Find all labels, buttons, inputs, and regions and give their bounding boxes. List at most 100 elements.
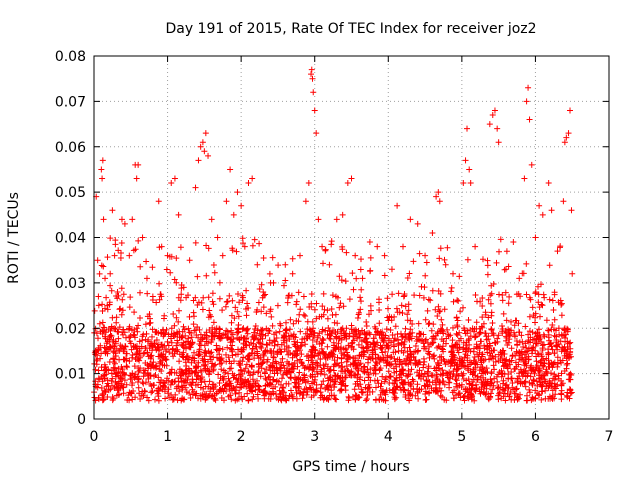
data-point: [95, 293, 102, 300]
data-point: [205, 152, 212, 159]
data-point: [274, 302, 281, 309]
y-tick-label: 0.04: [55, 231, 86, 247]
data-point: [429, 229, 436, 236]
data-point: [442, 261, 449, 268]
data-point: [186, 257, 193, 264]
data-point: [96, 320, 103, 327]
y-tick-label: 0.01: [55, 367, 86, 383]
data-point: [532, 234, 539, 241]
data-point: [516, 275, 523, 282]
data-point: [175, 211, 182, 218]
data-point: [339, 211, 346, 218]
grid-lines: [94, 56, 609, 419]
data-point: [238, 202, 245, 209]
x-tick-label: 2: [237, 429, 246, 445]
x-tick-label: 5: [457, 429, 466, 445]
data-point: [472, 243, 479, 250]
data-point: [311, 107, 318, 114]
data-point: [308, 66, 315, 73]
x-tick-label: 3: [310, 429, 319, 445]
y-tick-label: 0.06: [55, 140, 86, 156]
data-point: [109, 207, 116, 214]
data-point: [143, 275, 150, 282]
y-tick-label: 0.08: [55, 49, 86, 65]
data-point: [450, 270, 457, 277]
data-point: [503, 266, 509, 273]
data-point: [126, 252, 133, 259]
data-point: [201, 148, 208, 155]
y-tick-label: 0.02: [55, 321, 86, 337]
data-point: [241, 243, 248, 250]
data-point: [135, 161, 142, 168]
data-point: [223, 198, 230, 205]
data-point: [525, 84, 532, 91]
x-axis-label: GPS time / hours: [292, 459, 409, 475]
data-point: [326, 261, 333, 268]
data-point: [545, 180, 552, 187]
data-point: [548, 207, 555, 214]
data-point: [100, 216, 107, 223]
data-point: [528, 161, 535, 168]
data-point: [414, 220, 421, 227]
data-point: [400, 243, 406, 250]
data-point: [107, 270, 114, 277]
data-point: [510, 239, 517, 246]
data-point: [466, 166, 473, 173]
data-point: [230, 211, 237, 218]
data-point: [526, 116, 533, 123]
data-point: [192, 184, 199, 191]
data-point: [536, 202, 543, 209]
data-point: [245, 180, 252, 187]
data-point: [486, 121, 493, 128]
data-point: [197, 143, 204, 150]
data-point: [227, 166, 234, 173]
data-point: [102, 275, 109, 282]
data-point: [560, 198, 567, 205]
data-point: [381, 252, 388, 259]
data-point: [308, 71, 315, 78]
y-tick-label: 0.03: [55, 276, 86, 292]
data-point: [111, 252, 118, 259]
y-tick-label: 0: [77, 412, 86, 428]
data-point: [359, 275, 366, 282]
data-points: [91, 66, 576, 404]
data-point: [366, 239, 373, 246]
data-point: [254, 261, 261, 268]
data-point: [313, 130, 320, 137]
data-point: [99, 157, 106, 164]
data-point: [467, 180, 474, 187]
x-tick-label: 0: [90, 429, 99, 445]
data-point: [568, 207, 575, 214]
data-point: [234, 189, 241, 196]
data-point: [114, 288, 121, 295]
data-point: [460, 180, 467, 187]
data-point: [563, 134, 570, 141]
x-tick-label: 1: [163, 429, 172, 445]
data-point: [374, 243, 381, 250]
data-point: [155, 198, 162, 205]
data-point: [436, 198, 443, 205]
data-point: [388, 266, 395, 273]
data-point: [569, 270, 576, 277]
data-point: [554, 248, 561, 255]
data-point: [202, 130, 209, 137]
y-tick-label: 0.07: [55, 94, 86, 110]
data-point: [98, 166, 105, 173]
data-point: [309, 75, 316, 82]
data-point: [121, 220, 128, 227]
data-point: [208, 216, 215, 223]
data-point: [139, 234, 146, 241]
data-point: [199, 139, 206, 146]
y-axis-label: ROTI / TECUs: [6, 192, 22, 284]
data-point: [219, 252, 226, 259]
data-point: [435, 189, 442, 196]
data-point: [523, 98, 530, 105]
data-point: [352, 252, 359, 259]
data-point: [282, 261, 289, 268]
data-point: [521, 175, 528, 182]
data-point: [305, 180, 312, 187]
data-point: [464, 125, 471, 132]
data-point: [407, 216, 414, 223]
data-point: [394, 202, 401, 209]
